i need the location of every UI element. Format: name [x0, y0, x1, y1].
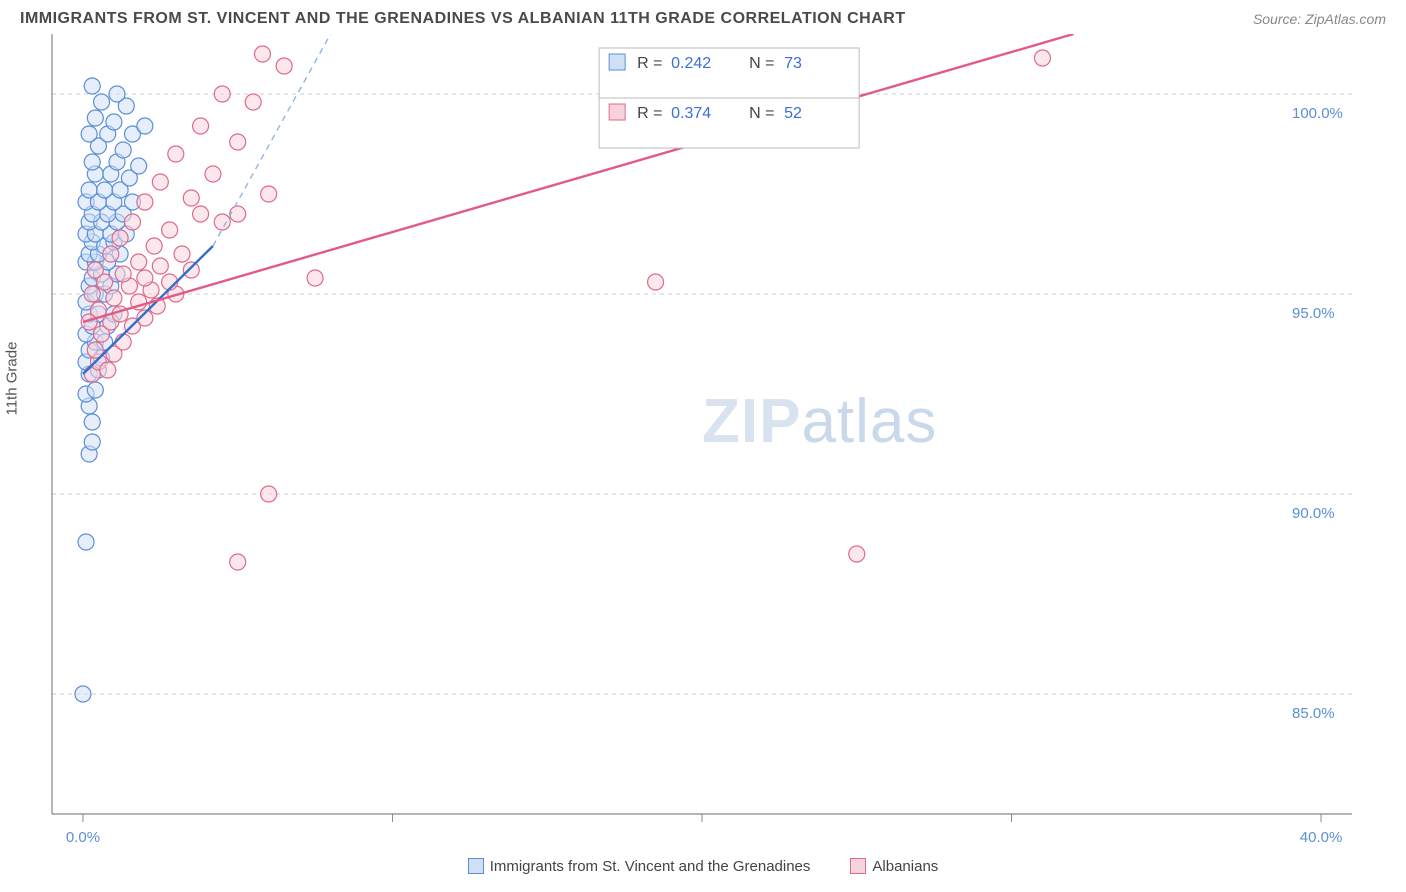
data-point [84, 414, 100, 430]
data-point [276, 58, 292, 74]
data-point [124, 214, 140, 230]
legend-item: Albanians [850, 858, 938, 875]
data-point [152, 258, 168, 274]
data-point [137, 194, 153, 210]
data-point [97, 182, 113, 198]
data-point [146, 238, 162, 254]
data-point [106, 290, 122, 306]
y-axis-label: 11th Grade [4, 342, 21, 416]
data-point [87, 262, 103, 278]
stat-value-N: 73 [784, 55, 802, 72]
data-point [137, 270, 153, 286]
data-point [193, 118, 209, 134]
data-point [115, 334, 131, 350]
data-point [230, 206, 246, 222]
data-point [78, 534, 94, 550]
watermark: ZIPatlas [702, 387, 937, 456]
data-point [84, 78, 100, 94]
stat-value-N: 52 [784, 105, 802, 122]
data-point [103, 246, 119, 262]
data-point [205, 166, 221, 182]
data-point [84, 286, 100, 302]
legend-swatch [609, 104, 625, 120]
data-point [214, 86, 230, 102]
data-point [94, 94, 110, 110]
y-tick-label: 90.0% [1292, 505, 1335, 522]
data-point [81, 182, 97, 198]
data-point [87, 382, 103, 398]
y-tick-label: 85.0% [1292, 705, 1335, 722]
data-point [81, 126, 97, 142]
legend-swatch [850, 858, 866, 874]
data-point [115, 266, 131, 282]
data-point [261, 186, 277, 202]
data-point [75, 686, 91, 702]
data-point [849, 546, 865, 562]
data-point [87, 110, 103, 126]
legend-label: Immigrants from St. Vincent and the Gren… [490, 858, 811, 875]
data-point [214, 214, 230, 230]
data-point [106, 114, 122, 130]
data-point [648, 274, 664, 290]
data-point [183, 190, 199, 206]
stat-label-R: R = [637, 105, 662, 122]
data-point [183, 262, 199, 278]
legend-item: Immigrants from St. Vincent and the Gren… [468, 858, 811, 875]
data-point [131, 158, 147, 174]
correlation-scatter-chart: 85.0% 90.0% 95.0% 100.0% ZIPatlas 0.0% 40.0% R … [20, 34, 1386, 854]
data-point [261, 486, 277, 502]
data-point [254, 46, 270, 62]
data-point [112, 230, 128, 246]
stat-value-R: 0.374 [671, 105, 711, 122]
trend-line [83, 34, 1073, 322]
x-tick-label: 0.0% [66, 829, 100, 846]
source-attribution: Source: ZipAtlas.com [1253, 11, 1386, 27]
y-tick-label: 95.0% [1292, 305, 1335, 322]
x-tick-label: 40.0% [1300, 829, 1343, 846]
data-point [162, 222, 178, 238]
legend-swatch [468, 858, 484, 874]
legend-label: Albanians [872, 858, 938, 875]
stat-label-R: R = [637, 55, 662, 72]
stat-value-R: 0.242 [671, 55, 711, 72]
data-point [230, 554, 246, 570]
data-point [109, 86, 125, 102]
data-point [1034, 50, 1050, 66]
data-point [84, 434, 100, 450]
chart-title: IMMIGRANTS FROM ST. VINCENT AND THE GREN… [20, 10, 906, 28]
data-point [84, 154, 100, 170]
data-point [174, 246, 190, 262]
data-point [115, 142, 131, 158]
y-tick-label: 100.0% [1292, 105, 1343, 122]
data-point [152, 174, 168, 190]
data-point [100, 362, 116, 378]
data-point [168, 146, 184, 162]
data-point [245, 94, 261, 110]
data-point [307, 270, 323, 286]
stat-label-N: N = [749, 105, 774, 122]
data-point [137, 118, 153, 134]
data-point [131, 254, 147, 270]
legend-swatch [609, 54, 625, 70]
data-point [230, 134, 246, 150]
data-point [193, 206, 209, 222]
stat-label-N: N = [749, 55, 774, 72]
legend-bottom: Immigrants from St. Vincent and the Gren… [0, 854, 1406, 875]
